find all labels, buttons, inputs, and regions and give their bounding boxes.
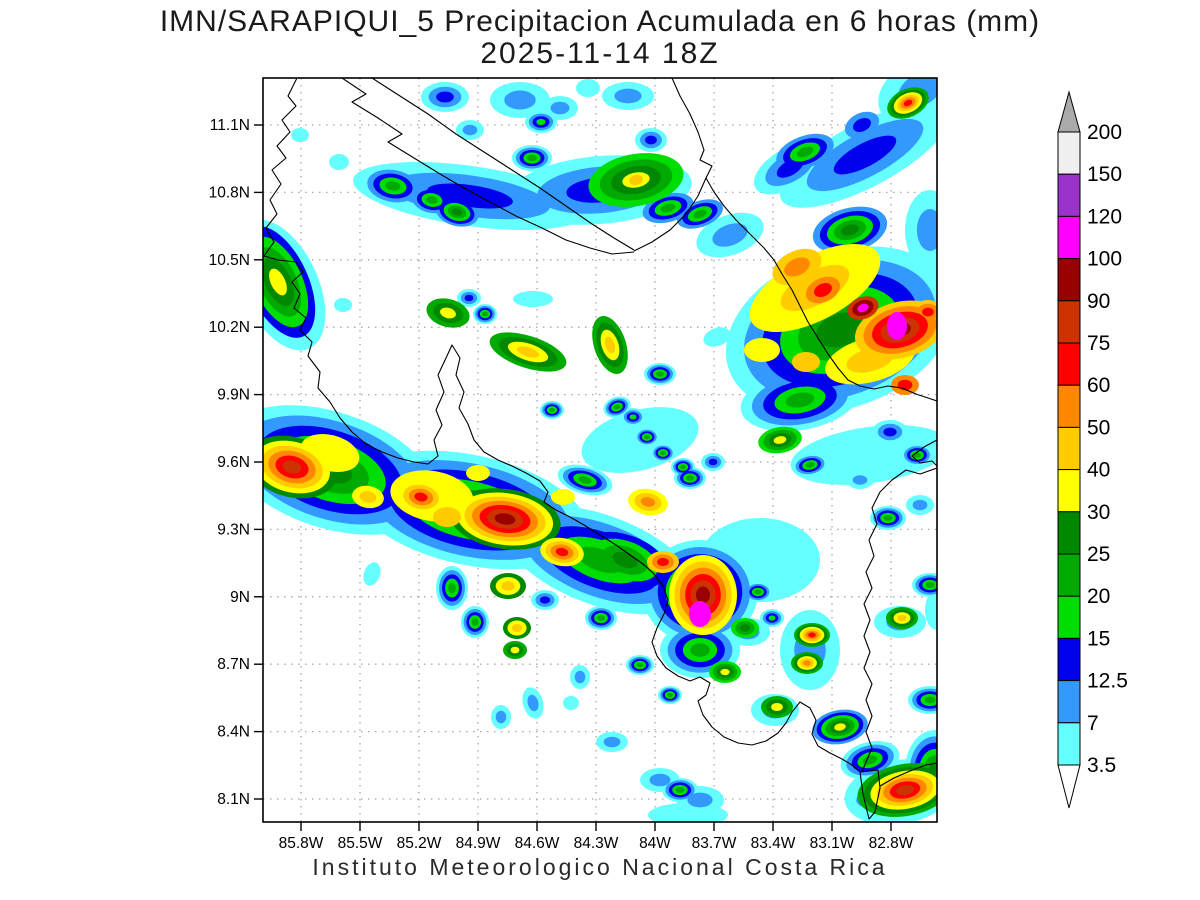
- y-tick-label: 9.9N: [217, 387, 250, 404]
- y-tick-label: 10.2N: [209, 319, 250, 336]
- colorbar-label: 40: [1087, 459, 1110, 482]
- colorbar-segment: [1057, 342, 1081, 386]
- colorbar-segment: [1057, 469, 1081, 513]
- colorbar-label: 150: [1087, 163, 1122, 186]
- colorbar-label: 30: [1087, 501, 1110, 524]
- colorbar-segment: [1057, 637, 1081, 682]
- san-juan-border: [633, 177, 707, 252]
- colorbar-segment: [1057, 384, 1081, 428]
- lake-nicaragua-ne-shore: [371, 78, 635, 251]
- colorbar-label: 200: [1087, 121, 1122, 144]
- colorbar-arrow-above: [1057, 90, 1081, 133]
- colorbar-label: 25: [1087, 543, 1110, 566]
- colorbar-segment: [1057, 131, 1081, 175]
- x-tick-label: 84.3W: [574, 835, 619, 852]
- y-tick-label: 10.5N: [209, 252, 250, 269]
- x-tick-label: 84.9W: [456, 835, 501, 852]
- colorbar-segment: [1057, 215, 1081, 260]
- colorbar-label: 3.5: [1087, 754, 1116, 777]
- colorbar-label: 60: [1087, 374, 1110, 397]
- burica-peninsula-outline: [859, 769, 881, 820]
- y-tick-label: 8.4N: [217, 724, 250, 741]
- lake-nicaragua-sw-shore: [341, 78, 635, 255]
- x-tick-label: 85.8W: [279, 835, 324, 852]
- colorbar-segment: [1057, 258, 1081, 302]
- page-title: IMN/SARAPIQUI_5 Precipitacion Acumulada …: [159, 5, 1041, 38]
- x-tick-label: 83.7W: [692, 835, 737, 852]
- colorbar-label: 7: [1087, 712, 1099, 735]
- colorbar-label: 100: [1087, 248, 1122, 271]
- y-tick-label: 11.1N: [210, 117, 250, 134]
- y-tick-label: 8.7N: [217, 656, 250, 673]
- x-tick-label: 82.8W: [869, 835, 914, 852]
- x-tick-label: 85.2W: [397, 835, 442, 852]
- x-tick-label: 83.1W: [810, 835, 855, 852]
- coastline-borders: [263, 78, 937, 820]
- footer-credit: Instituto Meteorologico Nacional Costa R…: [312, 854, 888, 880]
- x-tick-label: 83.4W: [751, 835, 796, 852]
- colorbar-segment: [1057, 722, 1081, 766]
- colorbar-label: 15: [1087, 627, 1110, 650]
- y-tick-label: 10.8N: [209, 184, 250, 201]
- precipitation-field: [263, 78, 937, 822]
- colorbar-segment: [1057, 680, 1081, 724]
- pacific-coastline: [263, 78, 861, 773]
- colorbar-segment: [1057, 426, 1081, 471]
- colorbar-legend: 200 150 120 100 90 75 60 50 40 30 25 20 15 12.5 7 3.5: [1057, 90, 1128, 809]
- colorbar-label: 90: [1087, 290, 1110, 313]
- colorbar-label: 50: [1087, 416, 1110, 439]
- colorbar-segment: [1057, 300, 1081, 344]
- map-frame: [262, 77, 938, 823]
- y-tick-label: 8.1N: [217, 791, 250, 808]
- axis-ticks-labels: 85.8W 85.5W 85.2W 84.9W 84.6W 84.3W 84W 83.7W 83…: [209, 117, 914, 852]
- colorbar-segment: [1057, 553, 1081, 597]
- colorbar-segment: [1057, 511, 1081, 555]
- page-subtitle-datetime: 2025-11-14 18Z: [480, 37, 720, 70]
- almirante-bay-coast: [911, 439, 937, 467]
- caribbean-coastline: [671, 78, 937, 402]
- colorbar-segment: [1057, 595, 1081, 639]
- colorbar-label: 20: [1087, 585, 1110, 608]
- colorbar-arrow-below: [1057, 764, 1081, 809]
- panama-pacific-coastline: [879, 762, 937, 787]
- y-tick-label: 9N: [230, 589, 250, 606]
- x-tick-label: 85.5W: [338, 835, 383, 852]
- x-tick-label: 84W: [639, 835, 671, 852]
- y-tick-label: 9.6N: [217, 454, 250, 471]
- colorbar-segment: [1057, 173, 1081, 217]
- x-tick-label: 84.6W: [515, 835, 560, 852]
- y-tick-label: 9.3N: [217, 521, 250, 538]
- colorbar-label: 75: [1087, 332, 1110, 355]
- costa-rica-panama-border: [861, 467, 937, 773]
- colorbar-label: 120: [1087, 205, 1122, 228]
- colorbar-label: 12.5: [1087, 670, 1128, 693]
